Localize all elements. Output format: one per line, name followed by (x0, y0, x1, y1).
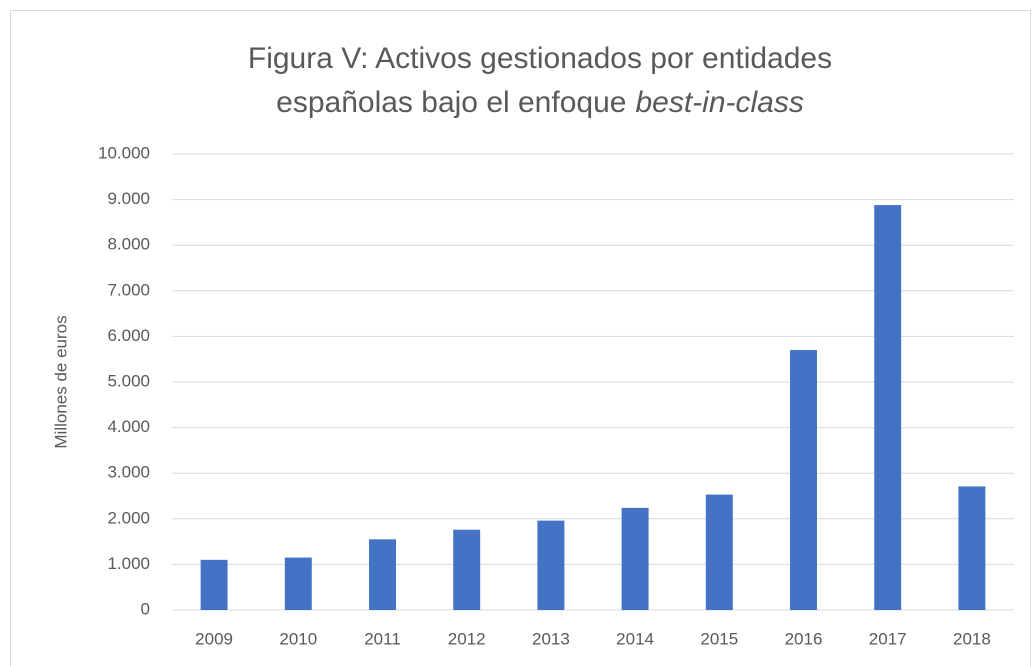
x-tick-label: 2009 (195, 629, 233, 648)
x-tick-label: 2014 (616, 629, 654, 648)
bar (790, 350, 817, 610)
bar (705, 494, 733, 610)
bar (958, 486, 986, 610)
bar (453, 529, 481, 610)
y-tick-label: 6.000 (107, 326, 150, 345)
bar (284, 557, 312, 610)
y-tick-label: 3.000 (107, 463, 150, 482)
y-tick-label: 0 (141, 599, 150, 618)
y-tick-label: 8.000 (107, 235, 150, 254)
y-tick-label: 5.000 (107, 371, 150, 390)
x-tick-label: 2011 (364, 629, 401, 648)
y-tick-label: 1.000 (107, 554, 150, 573)
y-tick-label: 9.000 (107, 189, 150, 208)
bar (874, 205, 902, 610)
chart-title: españolas bajo el enfoque best-in-class (276, 86, 804, 119)
x-tick-label: 2012 (448, 629, 486, 648)
bar (369, 539, 396, 610)
x-tick-label: 2017 (869, 629, 907, 648)
bar (537, 520, 565, 610)
chart-border (10, 10, 1031, 666)
x-tick-label: 2016 (785, 629, 823, 648)
y-tick-label: 2.000 (107, 508, 150, 527)
y-tick-label: 10.000 (98, 143, 150, 162)
bar (621, 507, 649, 610)
x-tick-label: 2010 (279, 629, 317, 648)
chart-title: españolas bajo el enfoque (276, 86, 626, 119)
y-axis-label: Millones de euros (51, 315, 70, 448)
chart-title: Figura V: Activos gestionados por entida… (248, 42, 832, 75)
chart-title-emphasis: best-in-class (635, 86, 803, 119)
y-tick-label: 4.000 (107, 417, 150, 436)
x-tick-label: 2018 (953, 629, 991, 648)
y-tick-label: 7.000 (107, 280, 150, 299)
bar (200, 559, 228, 610)
x-tick-label: 2013 (532, 629, 570, 648)
x-tick-label: 2015 (700, 629, 738, 648)
